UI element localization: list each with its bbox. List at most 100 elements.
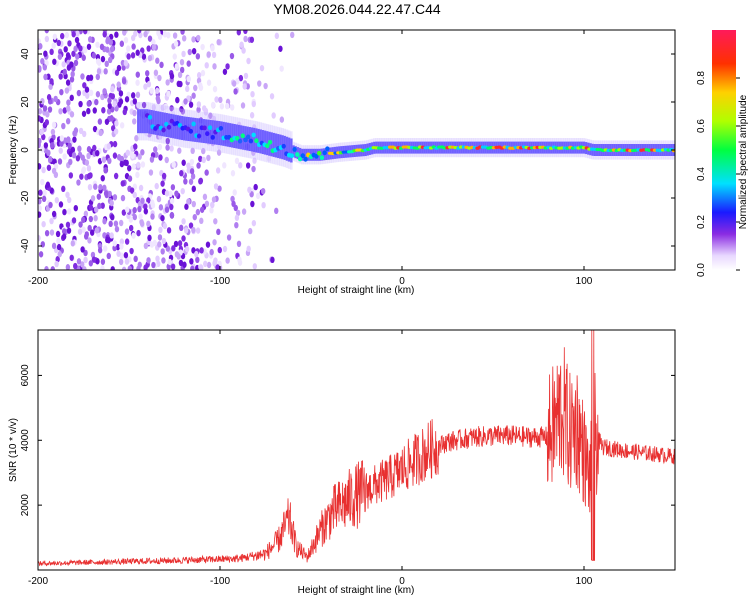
colorbar-tick-label: 0.8 <box>696 71 707 85</box>
heatmap-cell <box>133 143 138 150</box>
heatmap-cell <box>67 142 72 150</box>
heatmap-cell <box>81 216 86 224</box>
heatmap-cell <box>252 157 257 164</box>
heatmap-layer <box>38 30 675 270</box>
heatmap-cell <box>249 191 254 198</box>
heatmap-cell <box>160 214 165 222</box>
heatmap-cell <box>157 74 162 82</box>
heatmap-ridge-cell <box>246 134 251 140</box>
heatmap-cell <box>181 235 186 242</box>
heatmap-cell <box>204 169 209 176</box>
heatmap-cell <box>191 226 196 234</box>
heatmap-cell <box>132 183 138 190</box>
heatmap-cell <box>119 40 125 47</box>
heatmap-ridge-halo <box>220 121 223 146</box>
heatmap-cell <box>82 46 88 54</box>
heatmap-ridge-halo <box>228 123 232 148</box>
heatmap-cell <box>81 54 86 61</box>
heatmap-cell <box>121 209 127 216</box>
heatmap-ridge-halo <box>274 133 278 158</box>
heatmap-cell <box>84 159 90 166</box>
heatmap-ridge-fringe <box>289 131 293 170</box>
heatmap-cell <box>104 118 110 125</box>
heatmap-cell <box>133 255 138 263</box>
heatmap-ridge-fringe <box>202 111 206 151</box>
heatmap-cell <box>64 31 70 39</box>
heatmap-cell <box>86 152 91 160</box>
heatmap-cell <box>161 257 166 264</box>
heatmap-cell <box>135 91 141 99</box>
heatmap-ridge-fringe <box>239 118 243 157</box>
spectrogram-ylabel: Frequency (Hz) <box>8 116 19 185</box>
heatmap-cell <box>274 32 280 40</box>
heatmap-cell <box>151 261 156 269</box>
heatmap-cell <box>222 245 228 253</box>
heatmap-cell <box>235 209 241 217</box>
heatmap-cell <box>95 149 100 157</box>
heatmap-cell <box>119 238 125 245</box>
heatmap-cell <box>38 234 41 242</box>
heatmap-cell <box>95 58 101 65</box>
heatmap-ridge-cell <box>218 125 224 131</box>
heatmap-ridge-fringe <box>169 106 173 146</box>
y-tick-label: -20 <box>20 190 31 205</box>
heatmap-cell <box>210 44 215 52</box>
heatmap-cell <box>121 266 127 270</box>
heatmap-cell <box>151 104 157 111</box>
heatmap-cell <box>211 51 217 59</box>
heatmap-ridge-cell <box>267 139 273 145</box>
heatmap-ridge-cell <box>237 138 243 144</box>
heatmap-cell <box>206 51 211 58</box>
heatmap-cell <box>122 108 127 116</box>
heatmap-cell <box>115 243 121 251</box>
heatmap-cell <box>155 95 161 102</box>
heatmap-cell <box>84 86 90 93</box>
heatmap-ridge-fringe <box>193 110 197 150</box>
heatmap-ridge-halo <box>265 131 269 156</box>
heatmap-cell <box>135 49 140 56</box>
heatmap-ridge-halo <box>156 111 160 136</box>
heatmap-ridge-cell <box>147 114 153 120</box>
heatmap-cell <box>112 240 117 247</box>
heatmap-cell <box>66 136 71 144</box>
heatmap-cell <box>118 219 124 227</box>
heatmap-cell <box>200 69 206 77</box>
heatmap-cell <box>195 256 200 264</box>
heatmap-cell <box>59 88 64 96</box>
heatmap-cell <box>140 197 145 204</box>
heatmap-ridge-fringe <box>141 102 145 141</box>
heatmap-cell <box>236 240 242 248</box>
x-tick-label: -100 <box>210 276 230 287</box>
heatmap-ridge-halo <box>150 109 153 134</box>
heatmap-cell <box>234 157 240 165</box>
heatmap-cell <box>149 87 154 94</box>
heatmap-cell <box>110 213 115 221</box>
heatmap-cell <box>102 88 107 95</box>
heatmap-cell <box>209 248 214 256</box>
heatmap-ridge-fringe <box>158 104 162 143</box>
heatmap-cell <box>191 247 196 254</box>
snr-xlabel: Height of straight line (km) <box>298 585 415 596</box>
heatmap-cell <box>41 195 47 203</box>
heatmap-cell <box>46 94 52 101</box>
heatmap-cell <box>57 250 62 258</box>
heatmap-cell <box>171 245 176 252</box>
heatmap-cell <box>87 224 92 232</box>
spectrogram-ticks: -200 -100 0 100 40 20 0 -20 -40 <box>20 30 675 287</box>
heatmap-cell <box>243 30 248 35</box>
heatmap-cell <box>127 265 132 270</box>
heatmap-cell <box>118 258 124 266</box>
heatmap-ridge-halo <box>209 119 212 144</box>
heatmap-cell <box>66 208 72 215</box>
heatmap-ridge-halo <box>161 112 164 137</box>
heatmap-cell <box>157 241 162 248</box>
heatmap-cell <box>126 53 131 60</box>
heatmap-cell <box>173 40 179 48</box>
heatmap-cell <box>252 263 257 270</box>
heatmap-cell <box>226 234 232 241</box>
heatmap-cell <box>92 107 97 114</box>
heatmap-cell <box>96 68 102 75</box>
heatmap-cell <box>208 112 213 119</box>
heatmap-cell <box>83 30 88 35</box>
heatmap-cell <box>130 92 136 99</box>
